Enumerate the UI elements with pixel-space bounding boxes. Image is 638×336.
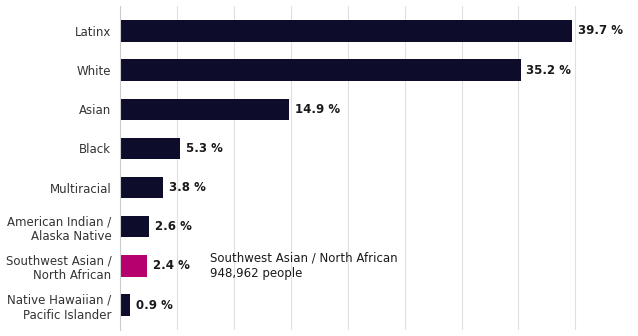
Bar — [120, 59, 521, 81]
Text: 2.4 %: 2.4 % — [152, 259, 189, 272]
Bar — [120, 216, 149, 238]
Text: 14.9 %: 14.9 % — [295, 103, 340, 116]
Text: 35.2 %: 35.2 % — [526, 64, 572, 77]
Bar — [120, 294, 130, 316]
Text: 39.7 %: 39.7 % — [578, 25, 623, 38]
Text: 0.9 %: 0.9 % — [136, 298, 172, 311]
Bar — [120, 20, 572, 42]
Text: 5.3 %: 5.3 % — [186, 142, 223, 155]
Bar — [120, 98, 290, 120]
Bar — [120, 138, 180, 159]
Text: 2.6 %: 2.6 % — [155, 220, 192, 233]
Text: 3.8 %: 3.8 % — [168, 181, 205, 194]
Text: Southwest Asian / North African
948,962 people: Southwest Asian / North African 948,962 … — [210, 252, 397, 280]
Bar — [120, 255, 147, 277]
Bar — [120, 177, 163, 198]
